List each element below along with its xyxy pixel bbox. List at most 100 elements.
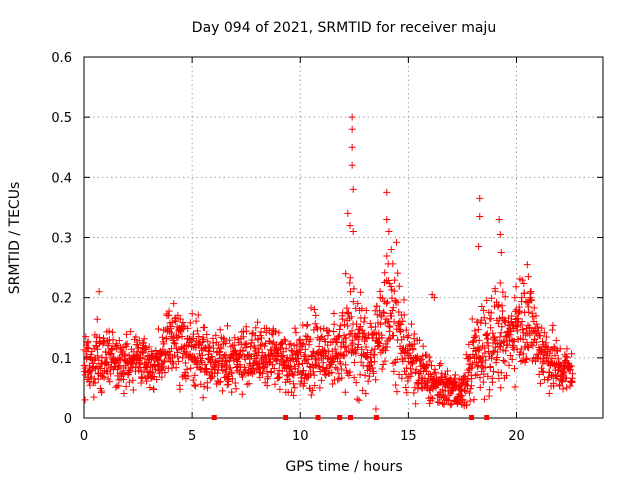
data-point: [376, 287, 384, 295]
data-point: [132, 333, 140, 341]
data-point: [205, 343, 213, 351]
data-point: [179, 318, 187, 326]
data-point: [358, 333, 366, 341]
data-point: [348, 336, 356, 344]
data-point: [416, 336, 424, 344]
data-point: [378, 294, 386, 302]
data-point: [94, 352, 102, 360]
data-point: [194, 340, 202, 348]
data-point: [115, 363, 123, 371]
data-point: [504, 341, 512, 349]
data-point: [206, 348, 214, 356]
data-point: [236, 352, 244, 360]
data-point: [534, 323, 542, 331]
data-point: [489, 329, 497, 337]
data-point: [161, 369, 169, 377]
data-point: [385, 317, 393, 325]
data-point: [187, 336, 195, 344]
data-point: [105, 327, 113, 335]
data-point: [174, 357, 182, 365]
data-point: [491, 302, 499, 310]
data-point: [309, 347, 317, 355]
data-point: [317, 325, 325, 333]
data-point: [569, 370, 577, 378]
data-point: [341, 388, 349, 396]
data-point: [500, 338, 508, 346]
data-point: [385, 335, 393, 343]
data-point: [300, 340, 308, 348]
data-point: [538, 324, 546, 332]
data-point: [476, 374, 484, 382]
data-point: [168, 329, 176, 337]
data-point: [170, 360, 178, 368]
data-point: [340, 352, 348, 360]
data-point: [411, 340, 419, 348]
data-point: [356, 371, 364, 379]
data-point: [444, 367, 452, 375]
data-point: [385, 227, 393, 235]
data-point: [551, 352, 559, 360]
data-point: [465, 354, 473, 362]
data-point: [451, 374, 459, 382]
data-point: [487, 354, 495, 362]
data-point: [357, 358, 365, 366]
data-point: [364, 377, 372, 385]
data-point: [523, 343, 531, 351]
data-point: [190, 381, 198, 389]
data-point: [121, 370, 129, 378]
data-point: [228, 369, 236, 377]
data-point: [215, 378, 223, 386]
data-point: [84, 339, 92, 347]
data-point: [310, 371, 318, 379]
data-point: [556, 345, 564, 353]
data-point: [514, 327, 522, 335]
data-point: [86, 381, 94, 389]
data-point: [133, 341, 141, 349]
data-point: [430, 370, 438, 378]
data-point: [523, 356, 531, 364]
data-point: [567, 362, 575, 370]
data-point: [381, 357, 389, 365]
data-point: [387, 283, 395, 291]
data-point: [140, 335, 148, 343]
data-point: [516, 307, 524, 315]
data-point: [373, 311, 381, 319]
data-point: [253, 360, 261, 368]
x-tick-label: 15: [400, 429, 417, 444]
data-point: [106, 378, 114, 386]
data-point: [106, 351, 114, 359]
data-point: [321, 337, 329, 345]
data-point: [200, 383, 208, 391]
data-point: [290, 371, 298, 379]
data-point: [346, 221, 354, 229]
data-point: [311, 381, 319, 389]
data-point: [158, 333, 166, 341]
data-point: [272, 328, 280, 336]
data-point: [195, 350, 203, 358]
data-point: [103, 367, 111, 375]
data-point: [499, 356, 507, 364]
data-point: [426, 357, 434, 365]
data-point: [485, 392, 493, 400]
gap-marker: [484, 415, 490, 420]
data-point: [390, 367, 398, 375]
data-point: [165, 311, 173, 319]
x-axis-label: GPS time / hours: [285, 459, 402, 475]
data-point: [533, 320, 541, 328]
data-point: [478, 302, 486, 310]
data-point: [494, 348, 502, 356]
data-point: [480, 370, 488, 378]
data-point: [335, 333, 343, 341]
data-point: [470, 396, 478, 404]
data-point: [178, 332, 186, 340]
data-point: [384, 276, 392, 284]
data-point: [484, 335, 492, 343]
data-point: [141, 345, 149, 353]
data-point: [496, 333, 504, 341]
data-point: [387, 245, 395, 253]
data-point: [345, 372, 353, 380]
data-point: [462, 387, 470, 395]
data-point: [315, 363, 323, 371]
